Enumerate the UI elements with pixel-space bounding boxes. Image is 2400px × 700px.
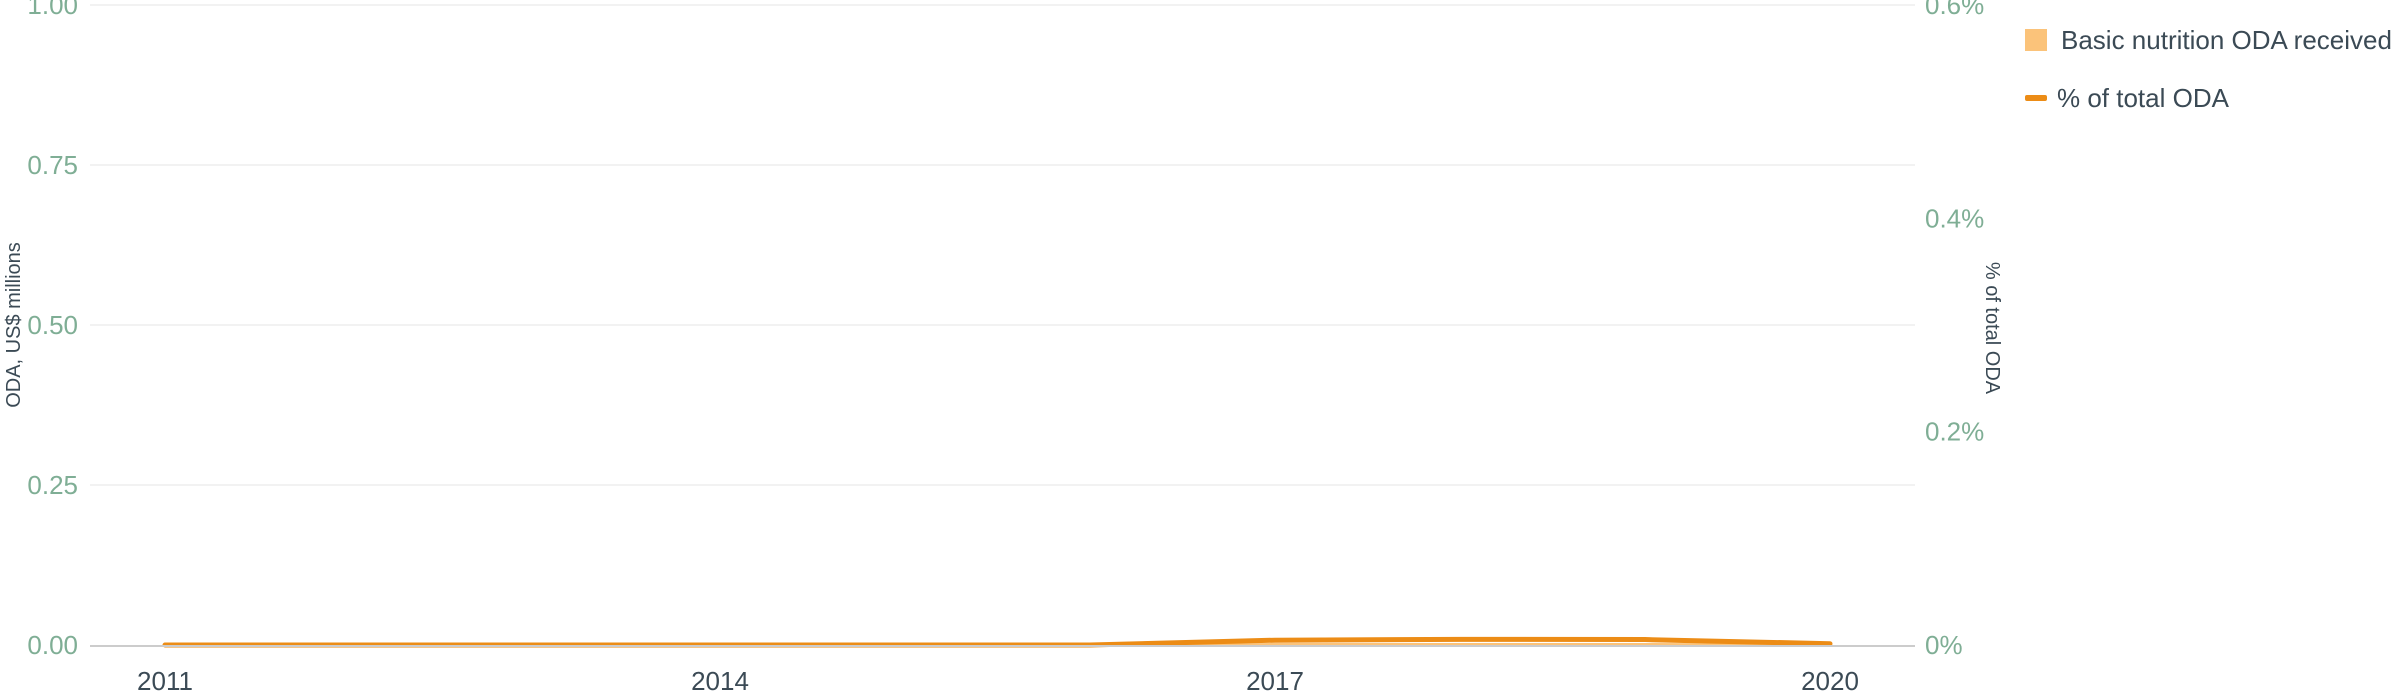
- left-tick-label: 0.75: [27, 150, 78, 180]
- legend-item-basic-nutrition[interactable]: Basic nutrition ODA received: [2025, 20, 2392, 60]
- right-axis-ticks: 0% 0.2% 0.4% 0.6%: [1925, 0, 1984, 660]
- left-tick-label: 0.25: [27, 470, 78, 500]
- area-swatch-icon: [2025, 29, 2047, 51]
- line-swatch-icon: [2025, 95, 2047, 101]
- legend-label: Basic nutrition ODA received: [2061, 24, 2392, 55]
- x-axis-ticks: 2011 2014 2017 2020: [137, 666, 1859, 696]
- right-tick-label: 0.2%: [1925, 417, 1984, 447]
- grid-lines: [90, 4, 1915, 486]
- right-tick-label: 0%: [1925, 630, 1963, 660]
- left-tick-label: 0.50: [27, 310, 78, 340]
- legend-item-pct-total[interactable]: % of total ODA: [2025, 78, 2392, 118]
- right-axis-title: % of total ODA: [1981, 262, 2003, 395]
- left-tick-label: 0.00: [27, 630, 78, 660]
- x-tick-label: 2014: [691, 666, 749, 696]
- right-tick-label: 0.4%: [1925, 203, 1984, 233]
- right-tick-label: 0.6%: [1925, 0, 1984, 20]
- left-axis-title: ODA, US$ millions: [3, 242, 25, 408]
- left-tick-label: 1.00: [27, 0, 78, 20]
- legend-label: % of total ODA: [2057, 82, 2229, 113]
- x-tick-label: 2017: [1246, 666, 1304, 696]
- x-tick-label: 2011: [137, 666, 193, 696]
- left-axis-ticks: 0.00 0.25 0.50 0.75 1.00: [27, 0, 78, 660]
- legend: Basic nutrition ODA received % of total …: [2025, 20, 2392, 136]
- x-tick-label: 2020: [1801, 666, 1859, 696]
